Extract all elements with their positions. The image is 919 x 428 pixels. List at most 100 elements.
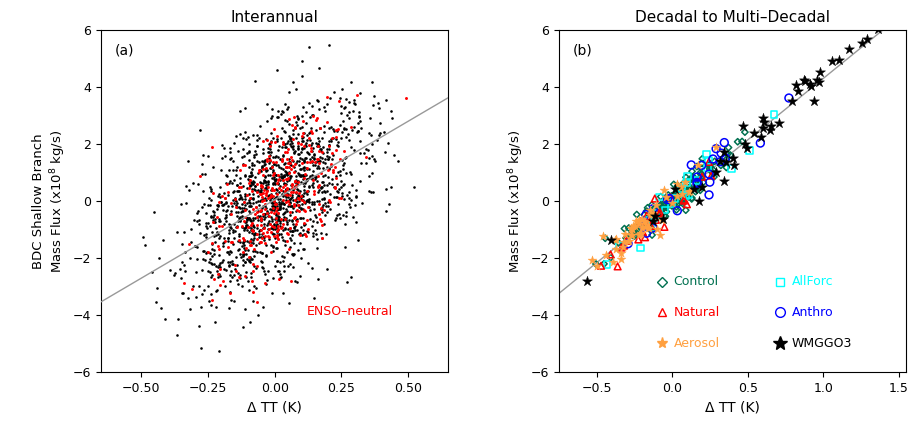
Point	[305, 201, 320, 208]
Point	[288, 195, 302, 202]
Point	[285, 227, 300, 234]
Point	[258, 164, 273, 171]
Point	[667, 193, 682, 199]
Point	[260, 210, 275, 217]
Point	[295, 164, 310, 171]
Point	[624, 226, 639, 232]
Point	[145, 268, 160, 275]
Point	[304, 157, 319, 164]
Point	[307, 156, 322, 163]
Point	[681, 189, 696, 196]
Point	[249, 242, 264, 249]
Point	[656, 212, 671, 219]
Point	[247, 215, 262, 222]
Point	[752, 140, 766, 146]
Point	[215, 257, 230, 264]
Point	[304, 181, 319, 188]
Point	[189, 209, 204, 216]
Point	[270, 224, 285, 231]
Point	[176, 229, 191, 235]
Point	[675, 180, 690, 187]
Point	[275, 141, 289, 148]
Point	[325, 134, 340, 141]
Point	[614, 244, 629, 251]
Point	[278, 238, 292, 245]
Point	[280, 191, 295, 198]
Point	[277, 181, 291, 188]
Point	[242, 140, 256, 147]
Point	[254, 259, 268, 265]
Point	[326, 193, 341, 200]
Point	[268, 222, 283, 229]
Point	[315, 178, 330, 185]
Point	[255, 231, 269, 238]
Point	[617, 225, 631, 232]
Point	[259, 184, 274, 190]
Point	[235, 251, 250, 258]
Point	[258, 201, 273, 208]
Point	[195, 160, 210, 167]
Point	[273, 199, 288, 206]
Point	[240, 215, 255, 222]
Point	[285, 131, 300, 137]
Point	[196, 248, 210, 255]
Point	[289, 217, 303, 224]
Point	[812, 69, 827, 76]
Point	[199, 248, 214, 255]
Point	[231, 147, 245, 154]
Point	[671, 193, 686, 200]
Point	[262, 146, 277, 152]
Point	[285, 191, 300, 198]
Point	[313, 188, 328, 195]
Point	[231, 183, 245, 190]
Point	[232, 215, 246, 222]
Point	[644, 232, 659, 238]
Point	[316, 196, 331, 203]
Point	[648, 214, 663, 220]
Point	[267, 198, 281, 205]
Point	[344, 171, 358, 178]
Point	[269, 66, 284, 73]
Point	[253, 218, 267, 225]
Point	[292, 125, 307, 131]
Point	[265, 206, 279, 213]
Point	[268, 208, 283, 214]
Point	[187, 217, 201, 223]
Point	[210, 192, 225, 199]
Point	[334, 86, 348, 92]
Point	[200, 201, 215, 208]
Point	[616, 242, 630, 249]
Point	[303, 145, 318, 152]
Point	[270, 161, 285, 168]
Point	[200, 268, 215, 275]
Point	[286, 158, 301, 164]
Point	[315, 221, 330, 228]
Point	[222, 259, 237, 266]
Point	[298, 177, 312, 184]
Point	[315, 172, 330, 179]
Point	[694, 173, 709, 180]
Point	[255, 184, 269, 191]
Point	[251, 231, 266, 238]
Point	[584, 256, 598, 263]
Point	[265, 169, 279, 175]
Point	[280, 262, 295, 269]
Point	[220, 173, 234, 180]
Point	[685, 175, 699, 182]
Point	[649, 225, 664, 232]
Point	[210, 274, 225, 281]
Point	[338, 134, 353, 140]
Point	[268, 175, 283, 182]
Point	[271, 107, 286, 114]
Point	[288, 159, 302, 166]
Point	[620, 225, 635, 232]
Point	[297, 208, 312, 215]
Point	[255, 265, 270, 272]
Point	[678, 193, 693, 199]
Point	[657, 213, 672, 220]
Point	[238, 259, 253, 265]
Point	[266, 181, 280, 188]
Point	[268, 214, 283, 221]
Point	[282, 160, 297, 167]
Point	[298, 142, 312, 149]
